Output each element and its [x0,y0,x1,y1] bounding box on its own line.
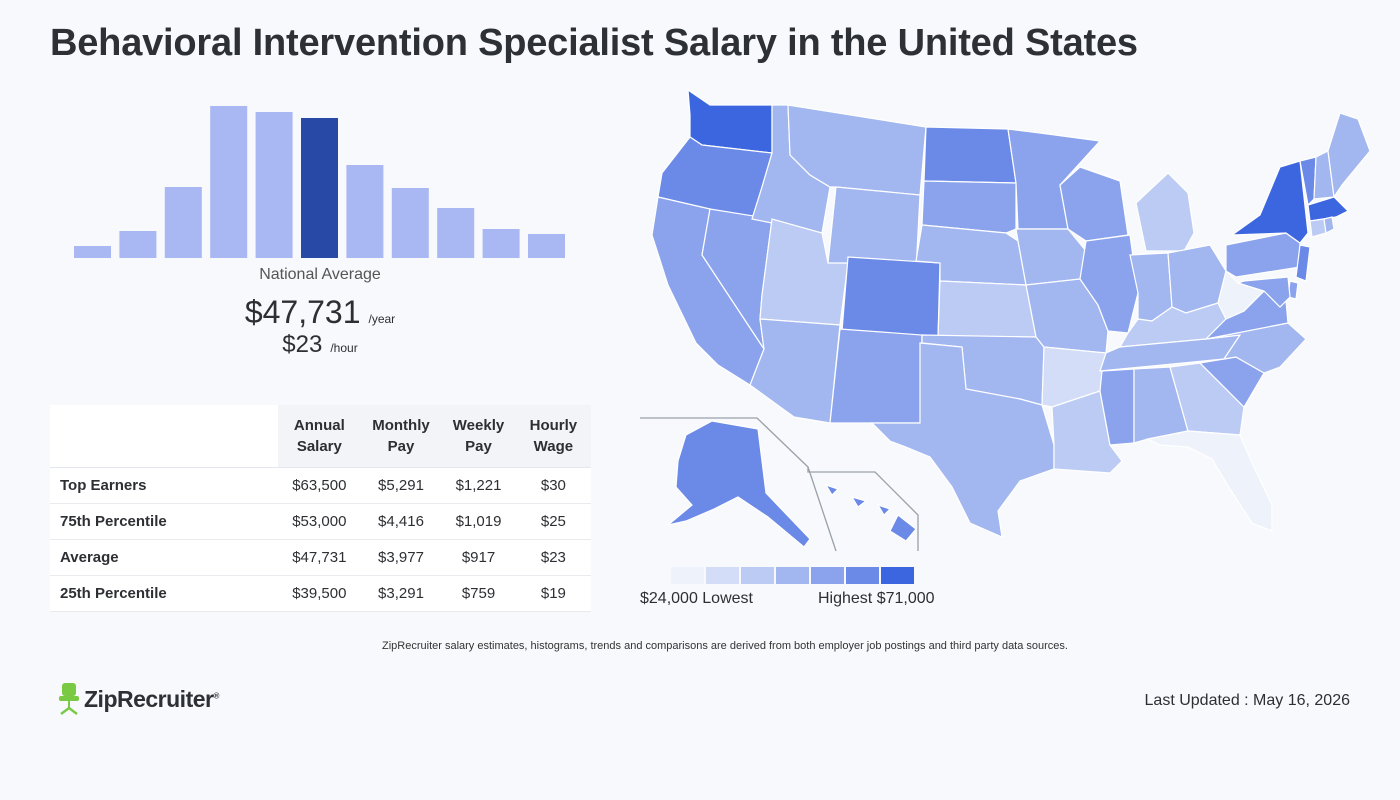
state-il[interactable] [1079,234,1139,334]
histogram-bar [437,208,475,258]
national-average-label: National Average [259,266,381,283]
histogram-bar [119,231,157,258]
histogram-bar [164,187,202,258]
table-header-blank [50,405,278,468]
row-label: Top Earners [50,467,278,504]
salary-table: Annual Salary Monthly Pay Weekly Pay Hou… [50,405,591,612]
header-weekly-pay: Weekly Pay [441,405,516,468]
histogram-bar [528,234,565,258]
cell-monthly: $4,416 [360,503,442,540]
state-ia[interactable] [1015,228,1087,286]
state-ak[interactable] [667,420,811,548]
registered-mark: ® [213,690,219,700]
cell-monthly: $5,291 [360,467,442,504]
legend-swatch [881,567,914,584]
hourly-unit: /hour [330,341,358,355]
legend-swatch [706,567,739,584]
state-ny[interactable] [1230,160,1309,244]
state-sd[interactable] [921,180,1017,234]
cell-monthly: $3,291 [360,575,442,612]
state-hi[interactable] [824,483,917,542]
table-header-row: Annual Salary Monthly Pay Weekly Pay Hou… [50,405,591,468]
cell-annual: $39,500 [278,575,361,612]
state-ct[interactable] [1309,218,1327,238]
cell-weekly: $1,019 [441,503,516,540]
state-ms[interactable] [1099,368,1135,446]
state-ks[interactable] [937,280,1037,338]
salary-histogram [74,106,565,258]
state-nc[interactable] [1205,322,1307,374]
cell-monthly: $3,977 [360,539,442,576]
cell-weekly: $917 [441,539,516,576]
histogram-bar [301,118,338,258]
legend-low-label: $24,000 Lowest [640,590,753,607]
brand-text: ZipRecruiter [84,685,214,712]
hourly-average-value: $23 [282,331,323,358]
row-label: 25th Percentile [50,575,278,612]
alaska-inset-border [640,417,837,552]
cell-hourly: $30 [515,467,591,504]
legend-swatch [811,567,844,584]
state-mi[interactable] [1135,172,1195,252]
ziprecruiter-logo[interactable]: ZipRecruiter® [58,682,219,716]
state-tx[interactable] [870,342,1055,538]
cell-weekly: $1,221 [441,467,516,504]
row-label: 75th Percentile [50,503,278,540]
cell-annual: $47,731 [278,539,361,576]
state-ga[interactable] [1169,362,1245,436]
state-md[interactable] [1236,276,1291,308]
state-pa[interactable] [1225,232,1301,278]
cell-weekly: $759 [441,575,516,612]
annual-average-value: $47,731 [244,294,361,330]
cell-hourly: $25 [515,503,591,540]
table-row: 75th Percentile $53,000 $4,416 $1,019 $2… [50,503,591,540]
legend-swatch [846,567,879,584]
header-annual-salary: Annual Salary [278,405,361,468]
state-ri[interactable] [1323,216,1335,234]
state-wi[interactable] [1059,166,1129,242]
legend-swatch [671,567,704,584]
state-fl[interactable] [1146,430,1273,532]
hawaii-inset-border [807,467,919,551]
histogram-bar [482,229,520,258]
cell-hourly: $23 [515,539,591,576]
legend-swatch [741,567,774,584]
legend-high-label: Highest $71,000 [818,590,935,607]
state-co[interactable] [841,256,941,338]
cell-annual: $53,000 [278,503,361,540]
histogram-bar [346,165,384,258]
data-source-note: ZipRecruiter salary estimates, histogram… [382,640,1068,652]
legend-swatch [776,567,809,584]
hourly-average: $23/hour [120,331,520,359]
histogram-bar [74,246,111,258]
annual-unit: /year [368,312,396,326]
annual-average: $47,731/year [120,294,520,331]
page-title: Behavioral Intervention Specialist Salar… [50,22,1138,64]
cell-hourly: $19 [515,575,591,612]
last-updated: Last Updated : May 16, 2026 [1144,692,1350,709]
histogram-bar [210,106,248,258]
state-me[interactable] [1327,112,1370,199]
header-hourly-wage: Hourly Wage [515,405,591,468]
table-row: Average $47,731 $3,977 $917 $23 [50,539,591,576]
chair-icon [59,683,79,715]
state-nm[interactable] [829,328,923,424]
map-legend [671,567,914,584]
histogram-bar [391,188,429,258]
header-monthly-pay: Monthly Pay [360,405,442,468]
cell-annual: $63,500 [278,467,361,504]
brand-name: ZipRecruiter® [84,686,219,713]
histogram-bar [255,112,293,258]
state-az[interactable] [749,318,841,424]
table-row: 25th Percentile $39,500 $3,291 $759 $19 [50,575,591,612]
table-row: Top Earners $63,500 $5,291 $1,221 $30 [50,467,591,504]
state-nj[interactable] [1295,244,1311,282]
state-ma[interactable] [1307,196,1350,222]
us-salary-map [640,88,1370,552]
state-nd[interactable] [923,126,1017,184]
row-label: Average [50,539,278,576]
